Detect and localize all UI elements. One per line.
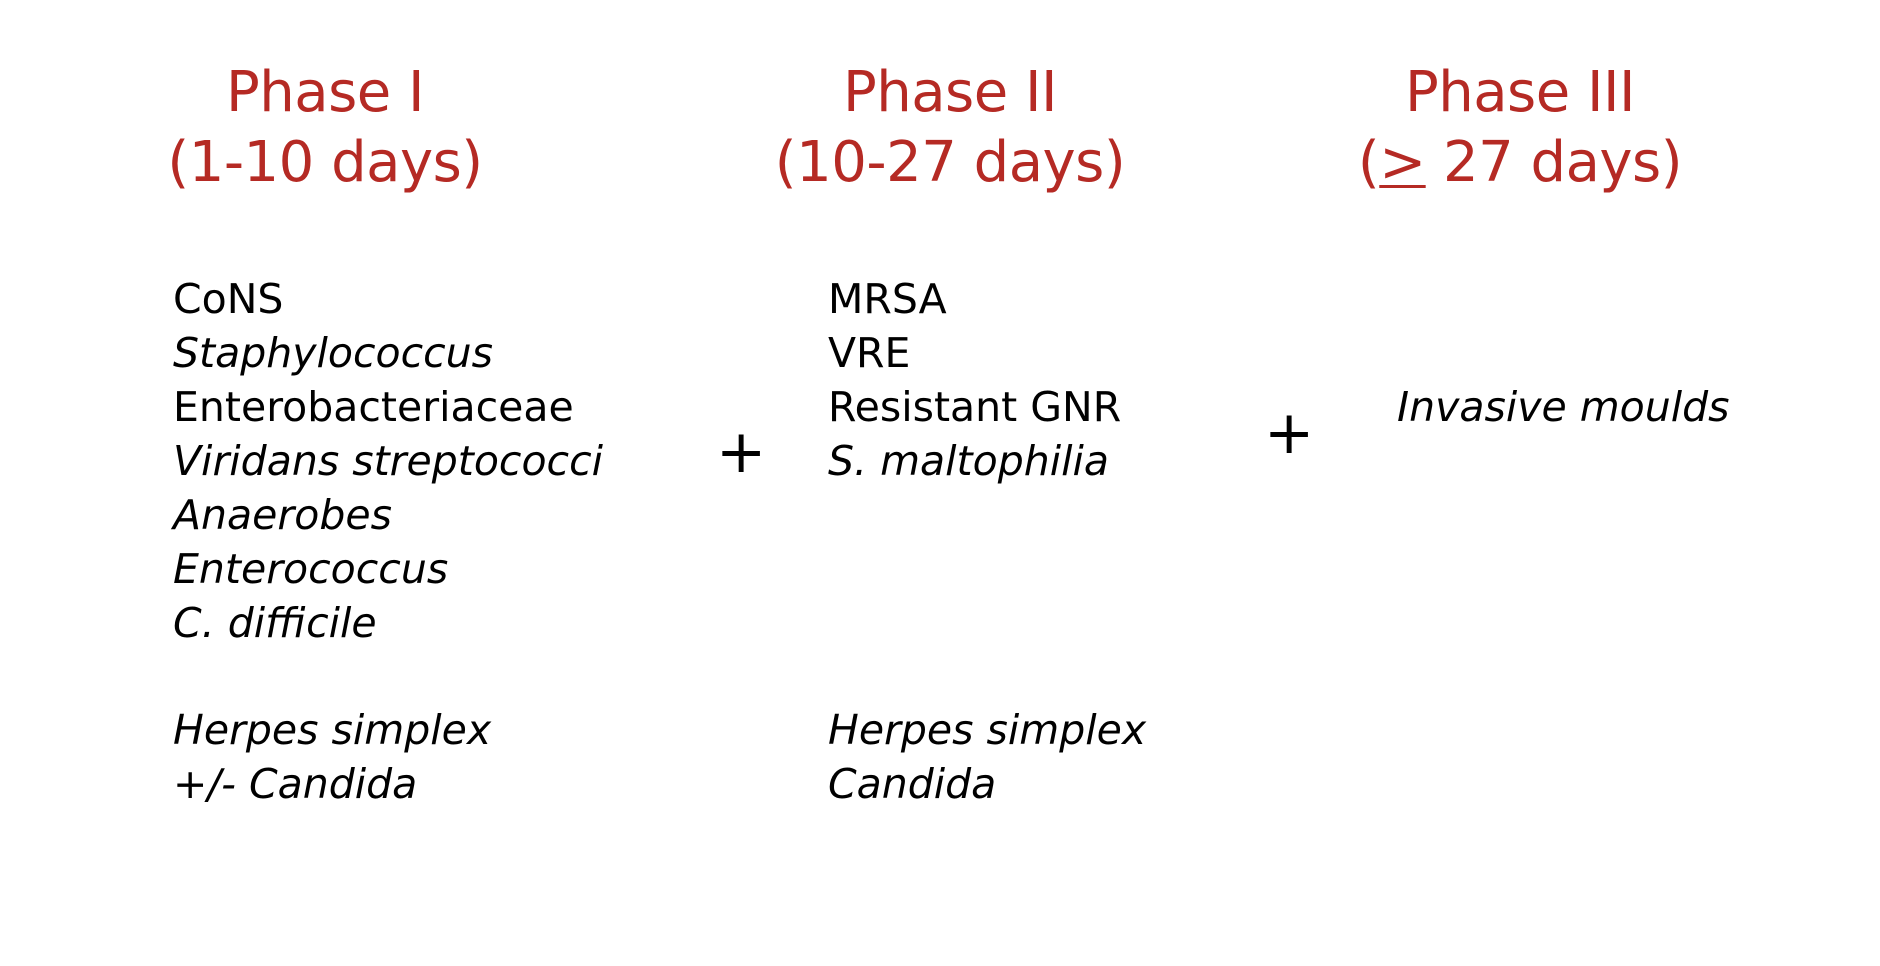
phase-1-other-pathogens: Herpes simplex +/- Candida bbox=[173, 703, 491, 811]
organism-item: Staphylococcus bbox=[173, 329, 494, 377]
organism-item: Viridans streptococci bbox=[173, 437, 604, 485]
phase-3-organism-list: Invasive moulds bbox=[1397, 380, 1730, 434]
phase-2-header: Phase II (10-27 days) bbox=[770, 58, 1130, 198]
plus-connector-2: + bbox=[1264, 398, 1315, 468]
phase-3-title: Phase III bbox=[1404, 60, 1636, 125]
phase-1-organism-list: CoNS Staphylococcus Enterobacteriaceae Viri… bbox=[173, 272, 603, 650]
organism-item: C. difficile bbox=[173, 599, 377, 647]
organism-item: CoNS bbox=[173, 275, 284, 323]
organism-item: Enterobacteriaceae bbox=[173, 383, 574, 431]
phase-3-duration: (> 27 days) bbox=[1340, 128, 1700, 198]
organism-item: MRSA bbox=[828, 275, 947, 323]
phase-1-duration: (1-10 days) bbox=[167, 130, 483, 195]
phase-2-duration: (10-27 days) bbox=[774, 130, 1126, 195]
organism-item: Enterococcus bbox=[173, 545, 449, 593]
phase-2-organism-list: MRSA VRE Resistant GNR S. maltophilia bbox=[828, 272, 1121, 488]
phase-3-header: Phase III (> 27 days) bbox=[1340, 58, 1700, 198]
phase-2-title: Phase II bbox=[842, 60, 1058, 125]
phase-3-duration-open: ( bbox=[1357, 130, 1380, 195]
phase-1-header: Phase I (1-10 days) bbox=[160, 58, 490, 198]
phase-2-other-pathogens: Herpes simplex Candida bbox=[828, 703, 1146, 811]
greater-or-equal-symbol: > bbox=[1379, 130, 1426, 195]
organism-item: Herpes simplex bbox=[828, 706, 1147, 754]
organism-item: +/- Candida bbox=[173, 760, 418, 808]
organism-item: Candida bbox=[828, 760, 997, 808]
organism-item: Herpes simplex bbox=[173, 706, 492, 754]
phase-3-duration-rest: 27 days) bbox=[1425, 130, 1683, 195]
organism-item: Invasive moulds bbox=[1397, 383, 1730, 431]
organism-item: VRE bbox=[828, 329, 911, 377]
organism-item: Anaerobes bbox=[173, 491, 392, 539]
organism-item: Resistant GNR bbox=[828, 383, 1122, 431]
plus-connector-1: + bbox=[716, 417, 767, 487]
organism-item: S. maltophilia bbox=[828, 437, 1110, 485]
phase-1-title: Phase I bbox=[225, 60, 425, 125]
